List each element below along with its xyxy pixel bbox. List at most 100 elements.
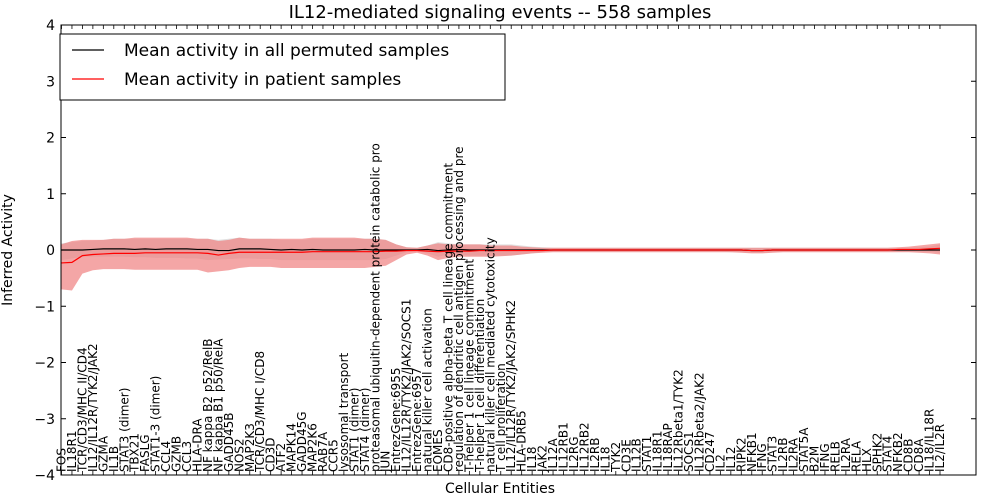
line-patient: [61, 247, 941, 264]
x-axis-label: Cellular Entities: [445, 481, 555, 497]
entity-label: SOCS1: [682, 431, 696, 472]
entity-label: IL12RB2: [577, 422, 591, 472]
entity-label: RELA: [849, 440, 863, 472]
entity-label: T cell proliferation: [494, 363, 508, 473]
entity-label: NOS2: [232, 438, 246, 472]
y-tick-label: −2: [34, 356, 55, 372]
entity-label: RAB7A: [316, 431, 330, 472]
entity-label: TCR/CD3/MHC I/CD8: [253, 351, 267, 473]
entity-label: IL12: [724, 446, 738, 472]
entity-label: STAT1 (dimer): [347, 388, 361, 472]
entity-label: TBX21: [128, 433, 142, 473]
y-tick-label: 2: [46, 131, 55, 147]
entity-label: HLA-DRA: [190, 418, 204, 472]
entity-label: STAT3 (dimer): [117, 388, 131, 472]
entity-label: IL18R1: [651, 431, 665, 472]
entity-label: CD3E: [619, 439, 633, 472]
entity-label: CCL3: [180, 441, 194, 472]
legend-label-permuted: Mean activity in all permuted samples: [124, 41, 449, 61]
entity-label: GADD45G: [295, 411, 309, 472]
entity-label: T-helper 1 cell differentiation: [473, 299, 487, 473]
chart-title: IL12-mediated signaling events -- 558 sa…: [289, 2, 712, 23]
ticks-layer: −4 −3 −2 −1 0 1 2 3 4: [34, 18, 976, 484]
entity-label: CD8-positive alpha-beta T cell lineage c…: [441, 163, 455, 472]
y-tick-label: 0: [46, 243, 55, 259]
y-tick-label: 4: [46, 18, 55, 34]
y-axis-label: Inferred Activity: [0, 194, 16, 306]
entity-label: IL2RA: [787, 437, 801, 472]
legend-label-patient: Mean activity in patient samples: [124, 70, 401, 90]
entity-label: TYK2: [609, 442, 623, 473]
entity-label: natural killer cell activation: [421, 308, 435, 472]
entity-label: IFNG: [818, 443, 832, 472]
entity-label: proteasomal ubiquitin-dependent protein …: [368, 143, 382, 472]
entity-label: RELB: [828, 441, 842, 472]
entity-label: IL12A: [546, 438, 560, 472]
entity-label: IL18: [525, 447, 539, 473]
entity-label: SPHK2: [870, 433, 884, 472]
entity-label: HLA-DRB5: [515, 410, 529, 472]
legend: Mean activity in all permuted samples Me…: [59, 33, 506, 101]
entity-label: STAT1-3 (dimer): [149, 376, 163, 472]
entity-label: IL2RB: [776, 438, 790, 472]
legend-box: [59, 33, 506, 101]
entity-label: GADD45B: [222, 412, 236, 471]
plot-frame: [60, 24, 977, 476]
entity-label: CD8B: [902, 439, 916, 473]
entity-label: FASLG: [138, 434, 152, 472]
entity-label: CD247: [703, 431, 717, 472]
entity-label: NFKB2: [891, 432, 905, 472]
entity-label: NF kappa B1 p50/RelA: [211, 338, 225, 472]
entity-label: IL2/IL2R: [933, 424, 947, 472]
entity-label: IFNG: [755, 443, 769, 472]
entity-label: IL12RB1: [557, 422, 571, 472]
entity-label: IL2: [713, 454, 727, 472]
entity-label: IL12B: [630, 438, 644, 472]
y-tick-label: −1: [34, 299, 55, 315]
entity-label: IL2RA: [839, 437, 853, 472]
entity-label: IL12/IL12R/TYK2/JAK2: [86, 343, 100, 472]
entity-label: EOMES: [431, 429, 445, 472]
entity-label: CCR5: [326, 439, 340, 472]
entity-label: IL12/IL12R/TYK2/JAK2/SPHK2: [504, 300, 518, 472]
entity-label: JAK2: [536, 445, 550, 473]
entity-label: STAT3: [766, 436, 780, 472]
entity-label: IL18RAP: [661, 423, 675, 472]
entity-label: GZMA: [96, 435, 110, 472]
entity-label: JUN: [379, 451, 393, 473]
entity-label: STAT5A: [797, 427, 811, 472]
entity-label: IL12Rbeta2/JAK2: [692, 372, 706, 472]
entity-label: EntrezGene:6955: [389, 368, 403, 473]
lines-layer: [61, 247, 941, 264]
entity-label: natural killer cell mediated cytotoxicit…: [483, 237, 497, 472]
band-patient: [61, 237, 940, 291]
entity-label: IL1B: [107, 446, 121, 472]
entity-label: IL2RG: [567, 437, 581, 473]
bands-layer: [61, 237, 940, 291]
entity-label: MAP2K6: [306, 423, 320, 472]
entity-label: IL2RB: [588, 438, 602, 472]
y-tick-label: −3: [34, 412, 55, 428]
entity-label: IL18R1: [65, 431, 79, 472]
entity-label: STAT1: [640, 436, 654, 472]
entity-label: IL18/IL18R: [923, 409, 937, 472]
y-tick-label: −4: [34, 468, 55, 484]
entity-label: IL12Rbeta1/TYK2: [672, 369, 686, 472]
entity-label: CD3D: [264, 438, 278, 473]
entity-label: TCR/CD3/MHC II/CD4: [75, 347, 89, 473]
entity-label: CCL4: [159, 441, 173, 472]
entity-label: ATF2: [274, 443, 288, 472]
entity-label: MAP2K3: [243, 423, 257, 472]
entity-label: IL12/IL12R/TYK2/JAK2/SOCS1: [400, 299, 414, 472]
entity-label: STAT4 (dimer): [358, 388, 372, 472]
entity-label: NFKB1: [745, 432, 759, 472]
entity-label: STAT4: [881, 436, 895, 472]
entity-label: B2M: [808, 446, 822, 472]
entity-label: lysosomal transport: [337, 352, 351, 472]
entity-label: T-helper 1 cell lineage commitment: [462, 259, 476, 473]
entity-label: NF kappa B2 p52/RelB: [201, 338, 215, 472]
entity-label: RIPK2: [734, 437, 748, 472]
entity-label: HLX: [860, 448, 874, 472]
